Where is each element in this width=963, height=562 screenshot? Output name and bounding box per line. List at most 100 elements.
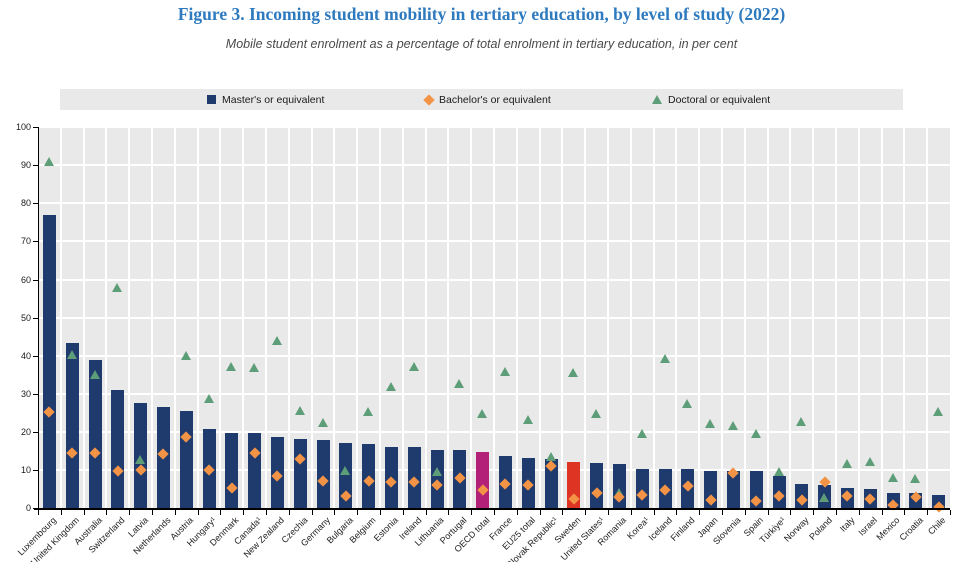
- x-tick: [243, 510, 245, 516]
- v-gridline: [903, 127, 906, 509]
- doctoral-marker: [203, 393, 214, 403]
- doctoral-marker: [317, 418, 328, 428]
- x-tick: [562, 510, 564, 516]
- doctoral-marker: [477, 408, 488, 418]
- x-tick: [699, 510, 701, 516]
- master-bar: [293, 439, 307, 509]
- master-bar: [65, 342, 79, 509]
- v-gridline: [561, 127, 564, 509]
- x-tick: [790, 510, 792, 516]
- master-bar: [430, 450, 444, 509]
- v-gridline: [880, 127, 883, 509]
- y-tick-label: 0: [25, 503, 31, 514]
- x-tick: [83, 510, 85, 516]
- doctoral-marker: [682, 398, 693, 408]
- doctoral-marker: [43, 157, 54, 167]
- doctoral-marker: [591, 408, 602, 418]
- y-tick-label: 70: [20, 236, 31, 247]
- v-gridline: [857, 127, 860, 509]
- legend-label-bachelors: Bachelor's or equivalent: [439, 93, 551, 106]
- y-tick-label: 20: [20, 427, 31, 437]
- v-gridline: [333, 127, 336, 509]
- v-gridline: [424, 127, 427, 509]
- x-tick: [767, 510, 769, 516]
- doctoral-marker: [226, 362, 237, 371]
- country-label-text: Chile: [926, 515, 948, 537]
- v-gridline: [584, 127, 587, 509]
- square-icon: [207, 95, 216, 104]
- x-tick: [311, 510, 313, 516]
- v-gridline: [287, 127, 290, 509]
- country-label-text: Poland: [806, 515, 834, 543]
- legend-label-doctoral: Doctoral or equivalent: [668, 93, 771, 106]
- v-gridline: [447, 127, 450, 509]
- x-tick: [881, 510, 883, 516]
- master-bar: [225, 432, 239, 509]
- v-gridline: [82, 127, 85, 509]
- v-gridline: [721, 127, 723, 509]
- x-tick: [357, 510, 359, 516]
- master-bar: [476, 452, 490, 509]
- doctoral-marker: [773, 467, 784, 477]
- x-tick: [38, 510, 39, 516]
- x-tick: [904, 510, 906, 516]
- master-bar: [111, 389, 125, 509]
- figure-title: Figure 3. Incoming student mobility in t…: [177, 4, 786, 24]
- x-tick: [927, 510, 929, 516]
- doctoral-marker: [294, 405, 305, 415]
- y-tick-label: 60: [20, 274, 31, 285]
- doctoral-marker: [363, 407, 374, 417]
- doctoral-marker: [887, 472, 898, 482]
- doctoral-marker: [249, 362, 260, 372]
- v-gridline: [493, 127, 495, 509]
- master-bar: [88, 360, 102, 509]
- triangle-icon: [652, 95, 662, 104]
- v-gridline: [151, 127, 153, 509]
- v-gridline: [105, 127, 108, 509]
- x-tick: [858, 510, 860, 516]
- doctoral-marker: [819, 492, 830, 502]
- v-gridline: [675, 127, 678, 509]
- country-label-text: Iceland: [646, 515, 675, 543]
- country-label-text: Norway: [782, 515, 811, 544]
- v-gridline: [401, 127, 404, 509]
- doctoral-marker: [89, 370, 100, 380]
- x-tick: [722, 510, 723, 516]
- x-tick: [653, 510, 655, 516]
- doctoral-marker: [135, 454, 146, 464]
- y-tick: [33, 393, 38, 395]
- doctoral-marker: [454, 378, 465, 388]
- x-tick: [152, 510, 153, 516]
- legend: Master's or equivalent Bachelor's or equ…: [60, 89, 903, 110]
- master-bar: [42, 215, 56, 509]
- v-gridline: [356, 127, 359, 509]
- doctoral-marker: [910, 474, 921, 484]
- x-tick: [494, 510, 495, 516]
- x-tick: [380, 510, 381, 516]
- y-tick-label: 90: [20, 160, 31, 171]
- y-tick-label: 10: [20, 465, 31, 476]
- legend-item-masters: Master's or equivalent: [207, 89, 324, 110]
- v-gridline: [265, 127, 267, 509]
- master-bar: [544, 458, 558, 509]
- v-gridline: [789, 127, 792, 509]
- y-tick: [33, 127, 38, 128]
- v-gridline: [219, 127, 222, 509]
- doctoral-marker: [750, 428, 761, 438]
- x-tick: [585, 510, 587, 516]
- y-tick: [33, 203, 38, 205]
- master-bar: [179, 410, 193, 509]
- country-label-text: Italy: [837, 515, 857, 535]
- doctoral-marker: [545, 451, 556, 461]
- doctoral-marker: [66, 349, 77, 359]
- master-bar: [248, 432, 262, 509]
- x-tick: [334, 510, 336, 516]
- doctoral-marker: [636, 428, 647, 438]
- v-gridline: [652, 127, 655, 509]
- x-tick: [516, 510, 518, 516]
- y-tick: [33, 470, 38, 472]
- country-label-text: Estonia: [372, 515, 401, 544]
- v-gridline: [242, 127, 245, 509]
- figure-subtitle: Mobile student enrolment as a percentage…: [225, 37, 738, 51]
- v-gridline: [538, 127, 541, 509]
